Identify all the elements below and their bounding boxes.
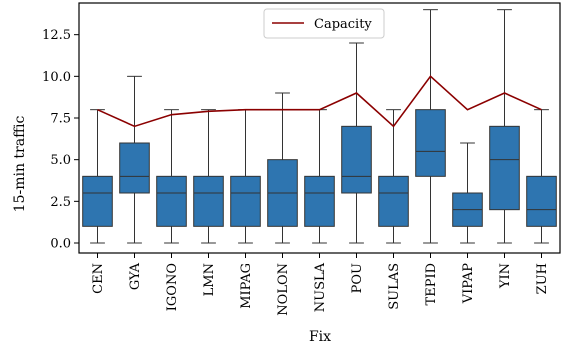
box-cen xyxy=(82,109,113,244)
box-tepid xyxy=(415,9,446,244)
y-tick-label: 0.0 xyxy=(50,237,71,252)
box-nusla-body xyxy=(304,175,335,227)
y-tick-label: 12.5 xyxy=(42,28,71,43)
x-tick-label-zuh: ZUH xyxy=(535,263,550,294)
x-tick-label-yin: YIN xyxy=(498,263,513,289)
box-gya-body xyxy=(119,142,150,194)
x-tick-label-pou: POU xyxy=(350,263,365,293)
x-tick-label-lmn: LMN xyxy=(202,263,217,296)
capacity-line xyxy=(97,75,542,128)
box-igono-body xyxy=(156,175,187,227)
box-pou-body xyxy=(341,125,372,194)
box-lmn-body xyxy=(193,175,224,227)
legend: Capacity xyxy=(263,8,385,39)
y-axis-label: 15-min traffic xyxy=(12,115,28,212)
box-vipap xyxy=(452,142,483,244)
box-lmn xyxy=(193,109,224,244)
x-axis-label: Fix xyxy=(309,329,331,345)
y-tick-label: 5.0 xyxy=(50,153,71,168)
box-gya xyxy=(119,75,150,244)
box-tepid-body xyxy=(415,109,446,177)
x-tick-label-nolon: NOLON xyxy=(276,263,291,316)
box-pou xyxy=(341,42,372,244)
box-cen-body xyxy=(82,175,113,227)
y-tick-label: 10.0 xyxy=(42,70,71,85)
box-nusla xyxy=(304,109,335,244)
box-igono xyxy=(156,109,187,244)
box-sulas-body xyxy=(378,175,409,227)
box-mipag-body xyxy=(230,175,261,227)
x-tick-label-gya: GYA xyxy=(128,262,143,290)
box-mipag xyxy=(230,109,261,244)
x-tick-label-vipap: VIPAP xyxy=(461,263,476,304)
axes-layer: 0.0 2.5 5.0 7.5 10.0 12.5 CEN GYA IGONO LMN MIPAG N… xyxy=(42,2,561,316)
box-zuh xyxy=(526,109,557,244)
x-tick-label-sulas: SULAS xyxy=(387,263,402,310)
y-tick-label: 2.5 xyxy=(50,195,71,210)
x-tick-label-igono: IGONO xyxy=(165,263,180,311)
box-nolon xyxy=(267,92,298,244)
boxes-layer xyxy=(82,9,557,244)
x-tick-label-tepid: TEPID xyxy=(424,263,439,305)
x-tick-label-nusla: NUSLA xyxy=(313,262,328,312)
x-tick-label-mipag: MIPAG xyxy=(239,263,254,309)
box-yin xyxy=(489,9,520,244)
box-zuh-body xyxy=(526,175,557,227)
box-sulas xyxy=(378,109,409,244)
capacity-line-layer xyxy=(97,75,542,128)
x-tick-label-cen: CEN xyxy=(91,263,106,294)
y-tick-label: 7.5 xyxy=(50,112,71,127)
box-yin-body xyxy=(489,125,520,211)
legend-capacity-label: Capacity xyxy=(314,17,372,32)
legend-frame xyxy=(263,8,385,39)
